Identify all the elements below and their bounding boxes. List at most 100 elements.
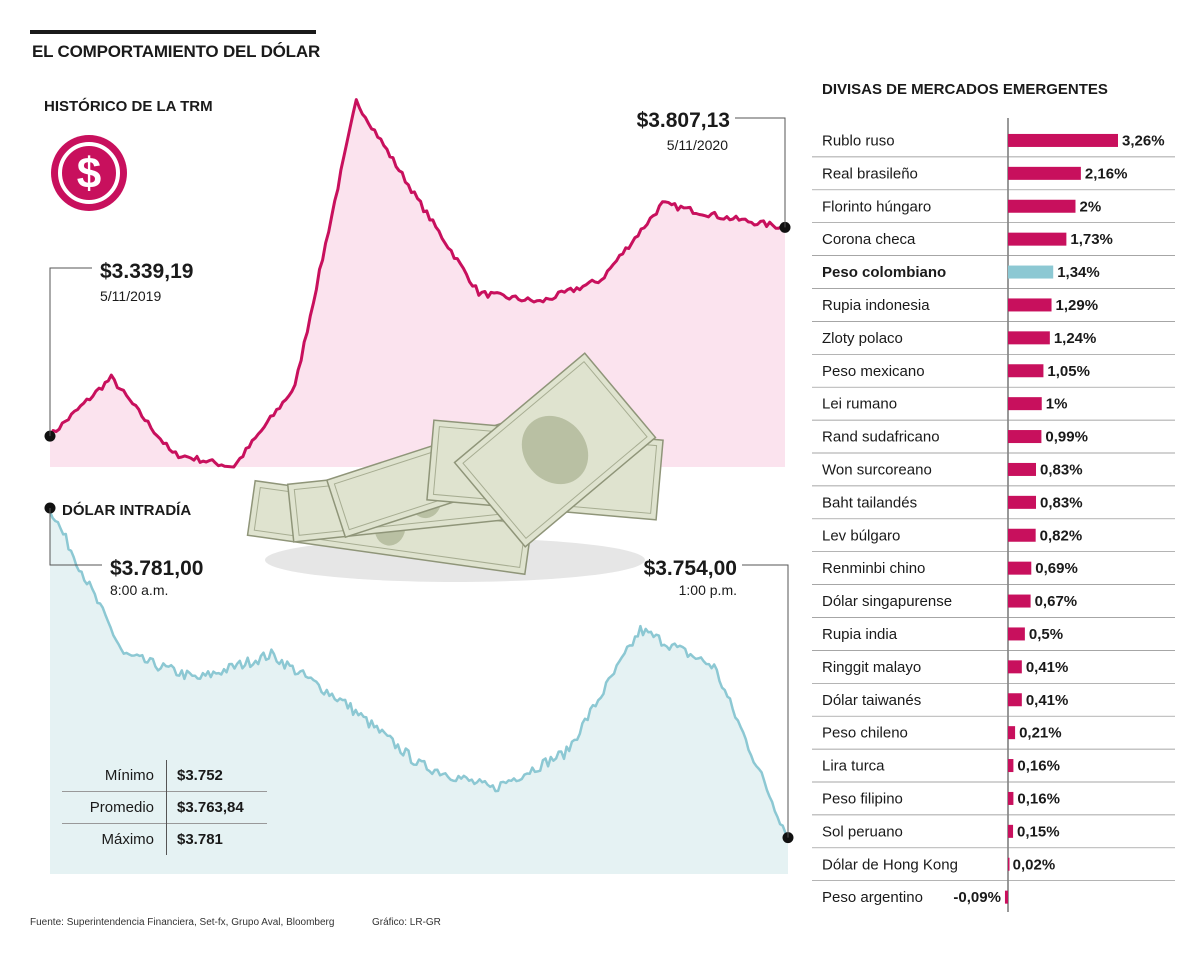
bar-rupia-indonesia xyxy=(1008,298,1052,312)
bar-category-label: Dólar singapurense xyxy=(822,593,952,610)
bar-value-label: 0,83% xyxy=(1040,461,1083,478)
trm-end-leader xyxy=(735,117,786,228)
bar-value-label: 2% xyxy=(1079,198,1101,215)
bar-value-label: 0,02% xyxy=(1013,856,1056,873)
bar-value-label: 0,16% xyxy=(1017,790,1060,807)
bar-category-label: Peso filipino xyxy=(822,790,903,807)
bar-zloty-polaco xyxy=(1008,331,1050,345)
stats-max-value: $3.781 xyxy=(166,823,267,855)
bar-lira-turca xyxy=(1008,759,1014,773)
bar-category-label: Lira turca xyxy=(822,758,885,775)
bar-category-label: Rupia india xyxy=(822,626,898,643)
bar-category-label: Peso chileno xyxy=(822,725,908,742)
bar-renminbi-chino xyxy=(1008,561,1032,575)
dollar-bills-illustration xyxy=(246,352,664,582)
bar-category-label: Corona checa xyxy=(822,231,916,248)
bar-category-label: Sol peruano xyxy=(822,823,903,840)
bar-value-label: 0,41% xyxy=(1026,659,1069,676)
bar-sol-peruano xyxy=(1008,824,1014,838)
bar-value-label: 0,83% xyxy=(1040,494,1083,511)
bar-value-label: 2,16% xyxy=(1085,165,1128,182)
bar-value-label: 1,73% xyxy=(1070,231,1113,248)
stats-row-avg: Promedio $3.763,84 xyxy=(62,791,267,824)
dollar-circle-icon: $ xyxy=(51,135,127,211)
intraday-close-value: $3.754,00 xyxy=(643,557,737,580)
dollar-bill-border xyxy=(462,360,648,540)
bar-peso-colombiano xyxy=(1008,265,1054,279)
bar-baht-tailand-s xyxy=(1008,495,1037,509)
trm-chart-title: HISTÓRICO DE LA TRM xyxy=(44,98,213,115)
intraday-stats-table: Mínimo $3.752 Promedio $3.763,84 Máximo … xyxy=(62,760,267,855)
bar-category-label: Baht tailandés xyxy=(822,494,917,511)
stats-min-value: $3.752 xyxy=(177,767,223,784)
bar-category-label: Rand sudafricano xyxy=(822,429,940,446)
stats-avg-value: $3.763,84 xyxy=(166,791,267,824)
bar-value-label: 1,29% xyxy=(1056,297,1099,314)
bar-category-label: Renminbi chino xyxy=(822,560,925,577)
bar-value-label: 0,69% xyxy=(1035,560,1078,577)
intraday-line xyxy=(48,511,790,839)
bar-value-label: 0,99% xyxy=(1045,429,1088,446)
bar-peso-chileno xyxy=(1008,726,1016,740)
trm-start-value: $3.339,19 xyxy=(100,260,194,283)
intraday-open-value: $3.781,00 xyxy=(110,557,204,580)
bar-real-brasile-o xyxy=(1008,166,1081,180)
bar-category-label: Rupia indonesia xyxy=(822,297,930,314)
bar-value-label: 1,24% xyxy=(1054,330,1097,347)
emerging-chart-title: DIVISAS DE MERCADOS EMERGENTES xyxy=(822,81,1108,98)
bar-peso-filipino xyxy=(1008,791,1014,805)
bar-value-label: 0,82% xyxy=(1040,527,1083,544)
svg-text:$: $ xyxy=(77,149,101,198)
bar-value-label: 1% xyxy=(1046,396,1068,413)
bar-peso-mexicano xyxy=(1008,364,1044,378)
bar-rupia-india xyxy=(1008,627,1025,641)
trm-line xyxy=(48,98,786,469)
stats-row-min: Mínimo $3.752 xyxy=(62,760,267,792)
bar-value-label: -0,09% xyxy=(953,889,1001,906)
bar-category-label: Won surcoreano xyxy=(822,461,932,478)
bar-value-label: 1,34% xyxy=(1057,264,1100,281)
stats-avg-label: Promedio xyxy=(62,791,167,824)
bar-value-label: 0,16% xyxy=(1017,758,1060,775)
bar-category-label: Lei rumano xyxy=(822,396,897,413)
intraday-chart-title: DÓLAR INTRADÍA xyxy=(62,502,192,519)
bar-lev-b-lgaro xyxy=(1008,528,1036,542)
bar-value-label: 3,26% xyxy=(1122,132,1165,149)
bar-category-label: Ringgit malayo xyxy=(822,659,921,676)
emerging-currencies-chart: Rublo ruso 3,26% Real brasileño 2,16% Florin… xyxy=(812,118,1175,912)
stats-min-label: Mínimo xyxy=(62,760,167,792)
intraday-chart xyxy=(44,502,794,874)
bar-category-label: Dólar de Hong Kong xyxy=(822,856,958,873)
source-note: Fuente: Superintendencia Financiera, Set… xyxy=(30,917,335,928)
trm-end-date: 5/11/2020 xyxy=(666,137,728,153)
bar-value-label: 0,67% xyxy=(1035,593,1078,610)
intraday-close-time: 1:00 p.m. xyxy=(678,582,737,598)
bar-corona-checa xyxy=(1008,232,1067,246)
bar-rublo-ruso xyxy=(1008,133,1118,147)
bar-category-label: Peso argentino xyxy=(822,889,923,906)
bar-d-lar-de-hong-kong xyxy=(1008,857,1010,871)
bar-d-lar-singapurense xyxy=(1008,594,1031,608)
dollar-bill-portrait xyxy=(521,415,589,485)
bar-category-label: Lev búlgaro xyxy=(822,527,900,544)
bar-rand-sudafricano xyxy=(1008,430,1042,444)
bar-ringgit-malayo xyxy=(1008,660,1022,674)
main-title: EL COMPORTAMIENTO DEL DÓLAR xyxy=(32,42,321,61)
dollar-bill-5 xyxy=(453,352,657,548)
bar-won-surcoreano xyxy=(1008,462,1037,476)
bar-peso-argentino xyxy=(1004,890,1008,904)
bar-category-label: Dólar taiwanés xyxy=(822,692,921,709)
stats-max-label: Máximo xyxy=(62,823,167,855)
bar-category-label: Florinto húngaro xyxy=(822,198,931,215)
bar-value-label: 0,41% xyxy=(1026,692,1069,709)
credit-note: Gráfico: LR-GR xyxy=(372,917,441,928)
intraday-open-leader xyxy=(49,508,102,566)
intraday-close-leader xyxy=(742,564,789,838)
bar-value-label: 1,05% xyxy=(1047,363,1090,380)
trm-start-date: 5/11/2019 xyxy=(100,288,162,304)
trm-end-value: $3.807,13 xyxy=(636,109,730,132)
bar-value-label: 0,15% xyxy=(1017,823,1060,840)
trm-start-leader xyxy=(49,267,92,437)
bar-category-label: Peso colombiano xyxy=(822,264,946,281)
